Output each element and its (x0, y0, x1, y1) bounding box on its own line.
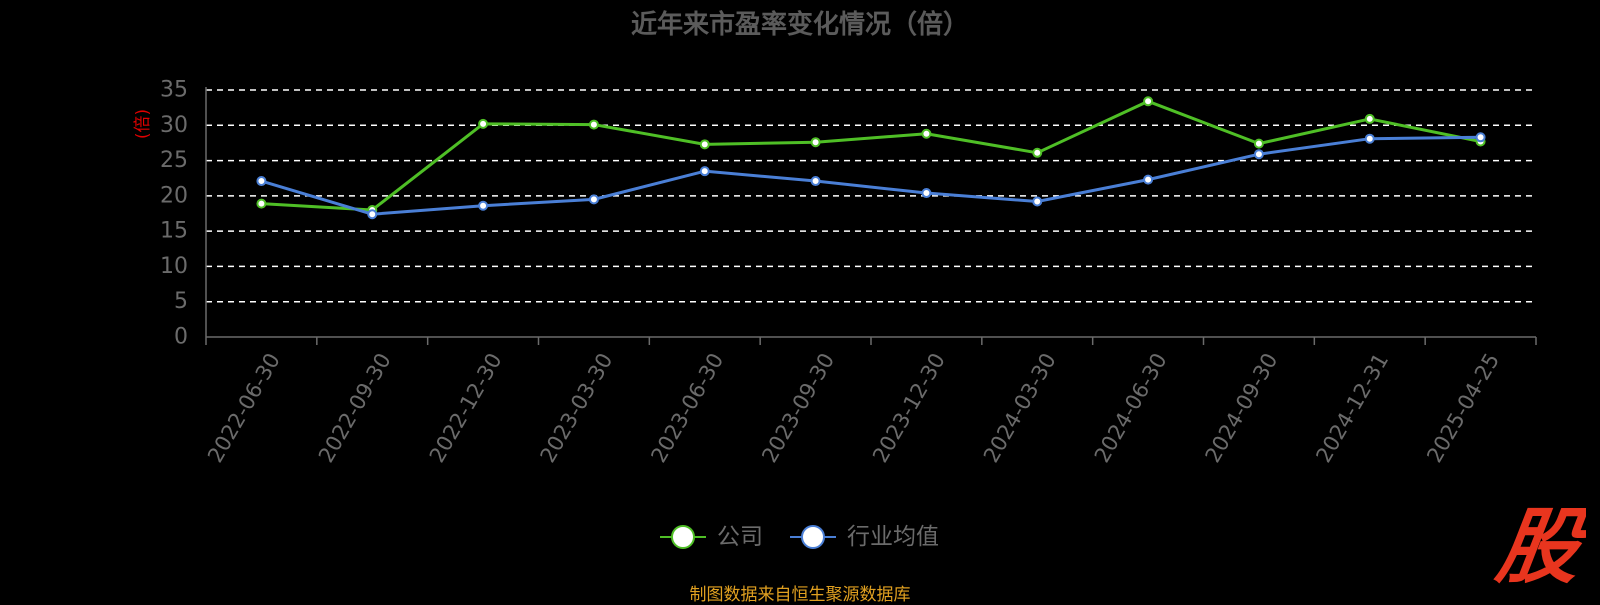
data-point (699, 139, 710, 150)
y-tick-label: 30 (160, 113, 188, 138)
x-tick-label: 2024-03-30 (979, 349, 1061, 467)
y-axis-label: (倍) (133, 109, 153, 139)
data-point (478, 118, 489, 129)
data-point (810, 137, 821, 148)
legend-label: 行业均值 (847, 524, 939, 550)
y-tick-label: 10 (160, 254, 188, 279)
data-point (367, 209, 378, 220)
y-tick-label: 5 (174, 289, 188, 314)
data-point (1475, 132, 1486, 143)
source-note: 制图数据来自恒生聚源数据库 (689, 585, 911, 605)
axes: 0 5 10 15 20 25 30 35 2022-06-30 2022-09-30 2022-1… (160, 78, 1537, 467)
data-point (588, 119, 599, 130)
data-point (256, 198, 267, 209)
series (256, 96, 1486, 220)
y-tick-label: 20 (160, 183, 188, 208)
x-tick-label: 2023-06-30 (646, 349, 728, 467)
legend-marker-icon (801, 525, 825, 549)
x-tick-label: 2022-12-30 (425, 349, 507, 467)
x-tick-label: 2023-09-30 (757, 349, 839, 467)
data-point (256, 176, 267, 187)
data-point (1253, 138, 1264, 149)
x-tick-label: 2023-12-30 (868, 349, 950, 467)
data-point (1032, 196, 1043, 207)
x-tick-label: 2022-09-30 (314, 349, 396, 467)
x-tick-label: 2025-04-25 (1422, 349, 1504, 467)
y-tick-label: 0 (174, 325, 188, 350)
series-line-1 (260, 135, 1481, 216)
grid-lines (206, 89, 1536, 303)
brand-logo-text: 股 (1490, 500, 1586, 587)
x-tick-label: 2024-12-31 (1311, 349, 1393, 467)
y-tick-label: 15 (160, 219, 188, 244)
data-point (699, 166, 710, 177)
data-point (1364, 133, 1375, 144)
legend-label: 公司 (717, 524, 763, 550)
data-point (810, 176, 821, 187)
data-point (1253, 149, 1264, 160)
chart-title: 近年来市盈率变化情况（倍） (630, 10, 969, 40)
series-line-0 (261, 99, 1481, 212)
legend-marker-icon (671, 525, 695, 549)
brand-logo-icon: 股 (1490, 500, 1586, 587)
data-point (1143, 96, 1154, 107)
data-point (1032, 147, 1043, 158)
data-point (1143, 174, 1154, 185)
x-tick-label: 2024-09-30 (1201, 349, 1283, 467)
x-tick-label: 2022-06-30 (203, 349, 285, 467)
data-point (1364, 113, 1375, 124)
data-point (588, 194, 599, 205)
data-point (478, 200, 489, 211)
x-tick-label: 2024-06-30 (1090, 349, 1172, 467)
y-tick-label: 35 (160, 78, 188, 103)
y-tick-label: 25 (160, 148, 188, 173)
legend[interactable]: 公司 行业均值 (660, 524, 939, 550)
x-tick-label: 2023-03-30 (536, 349, 618, 467)
data-point (921, 188, 932, 199)
data-point (921, 128, 932, 139)
